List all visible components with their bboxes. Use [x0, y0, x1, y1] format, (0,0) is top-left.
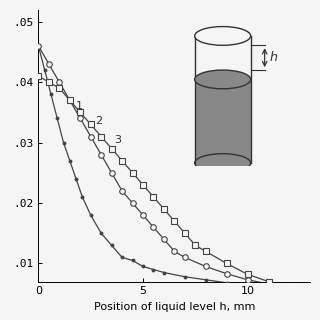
- Bar: [195, 36, 251, 79]
- Ellipse shape: [195, 27, 251, 45]
- Text: h: h: [269, 51, 277, 64]
- Text: 3: 3: [114, 135, 121, 145]
- X-axis label: Position of liquid level h, mm: Position of liquid level h, mm: [94, 302, 255, 312]
- Text: 1: 1: [76, 101, 83, 111]
- Bar: [195, 79, 251, 163]
- Text: 2: 2: [95, 116, 102, 126]
- Ellipse shape: [195, 154, 251, 172]
- Ellipse shape: [195, 70, 251, 89]
